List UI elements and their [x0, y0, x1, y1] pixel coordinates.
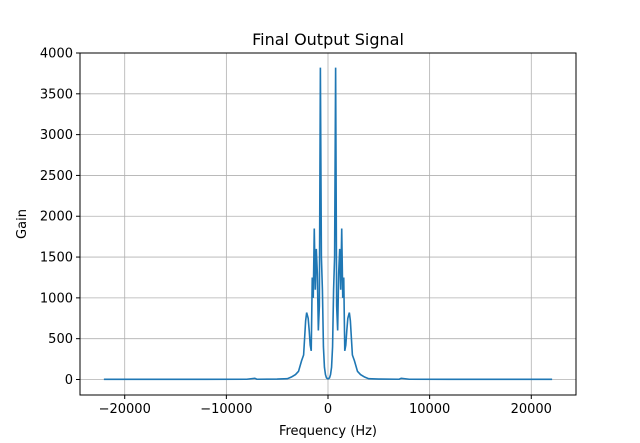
y-tick-label: 1500 [40, 251, 73, 266]
y-tick-label: 0 [65, 373, 73, 388]
series-group [103, 67, 553, 381]
x-axis-ticks: −20000 −10000 0 10000 20000 [99, 395, 552, 417]
x-tick-label: −20000 [99, 402, 151, 417]
x-axis-label: Frequency (Hz) [279, 424, 377, 439]
y-tick-label: 2500 [40, 169, 73, 184]
x-tick-label: 20000 [511, 402, 552, 417]
x-tick-label: 0 [324, 402, 332, 417]
signal-line [103, 67, 553, 381]
x-tick-label: −10000 [200, 402, 252, 417]
y-tick-label: 4000 [40, 47, 73, 62]
y-tick-label: 2000 [40, 210, 73, 225]
chart-title: Final Output Signal [252, 30, 404, 49]
y-tick-label: 3500 [40, 87, 73, 102]
y-axis-ticks: 0 500 1000 1500 2000 2500 3000 3500 4000 [40, 47, 80, 388]
y-tick-label: 3000 [40, 128, 73, 143]
y-tick-label: 500 [48, 332, 73, 347]
x-tick-label: 10000 [409, 402, 450, 417]
y-tick-label: 1000 [40, 291, 73, 306]
y-axis-label: Gain [15, 209, 30, 239]
